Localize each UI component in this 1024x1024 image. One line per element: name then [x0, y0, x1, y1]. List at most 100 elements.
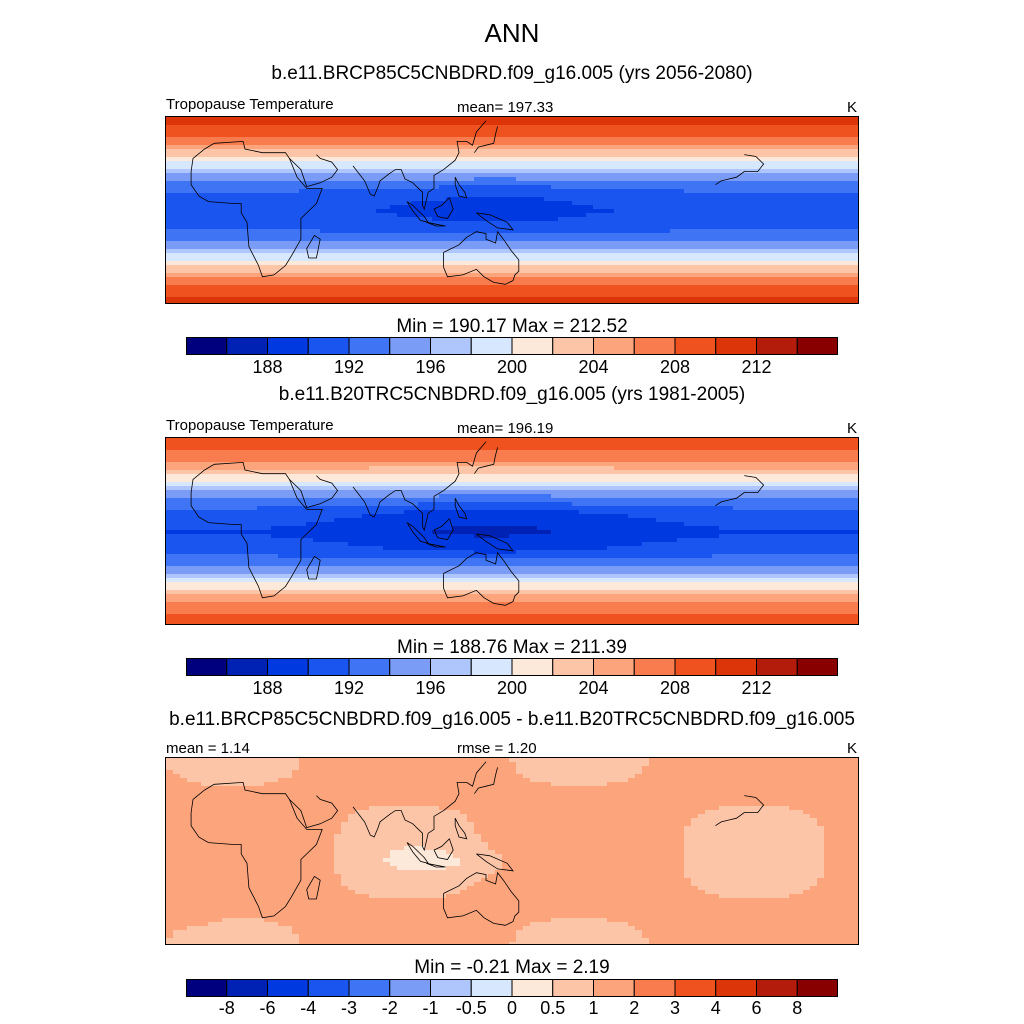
field-cell: [677, 205, 685, 210]
field-cell: [390, 233, 398, 238]
field-cell: [537, 438, 545, 443]
field-cell: [656, 165, 664, 170]
field-cell: [642, 121, 650, 126]
field-cell: [740, 301, 748, 303]
field-cell: [642, 301, 650, 303]
field-cell: [712, 241, 720, 246]
field-cell: [712, 181, 720, 186]
field-cell: [586, 265, 594, 270]
field-cell: [775, 133, 783, 138]
field-cell: [341, 221, 349, 226]
field-cell: [572, 141, 580, 146]
field-cell: [453, 205, 461, 210]
field-cell: [187, 145, 195, 150]
field-cell: [418, 297, 426, 302]
field-cell: [411, 245, 419, 250]
field-cell: [628, 229, 636, 234]
field-cell: [250, 141, 258, 146]
field-cell: [621, 145, 629, 150]
field-cell: [712, 177, 720, 182]
field-cell: [537, 121, 545, 126]
field-cell: [600, 237, 608, 242]
field-cell: [544, 442, 552, 447]
field-cell: [341, 237, 349, 242]
field-cell: [341, 213, 349, 218]
field-cell: [166, 209, 174, 214]
field-cell: [229, 137, 237, 142]
field-cell: [355, 253, 363, 258]
field-cell: [558, 141, 566, 146]
field-cell: [761, 301, 769, 303]
field-cell: [208, 261, 216, 266]
field-cell: [747, 289, 755, 294]
field-cell: [355, 153, 363, 158]
field-cell: [600, 149, 608, 154]
field-cell: [390, 241, 398, 246]
field-cell: [754, 442, 762, 447]
field-cell: [222, 438, 230, 443]
field-cell: [306, 237, 314, 242]
field-cell: [376, 301, 384, 303]
field-cell: [565, 117, 573, 122]
field-cell: [754, 133, 762, 138]
field-cell: [789, 209, 797, 214]
field-cell: [439, 273, 447, 278]
field-cell: [194, 249, 202, 254]
field-cell: [250, 137, 258, 142]
field-cell: [208, 153, 216, 158]
field-cell: [166, 273, 174, 278]
field-cell: [635, 265, 643, 270]
field-cell: [194, 221, 202, 226]
field-cell: [740, 225, 748, 230]
field-cell: [495, 205, 503, 210]
field-cell: [320, 253, 328, 258]
field-cell: [621, 137, 629, 142]
field-cell: [572, 181, 580, 186]
field-cell: [243, 438, 251, 443]
field-cell: [768, 141, 776, 146]
field-cell: [852, 141, 858, 146]
field-cell: [698, 161, 706, 166]
field-cell: [831, 221, 839, 226]
field-cell: [474, 249, 482, 254]
field-cell: [222, 257, 230, 262]
field-cell: [761, 293, 769, 298]
field-cell: [180, 438, 188, 443]
field-cell: [530, 217, 538, 222]
field-cell: [166, 181, 174, 186]
field-cell: [852, 205, 858, 210]
field-cell: [334, 201, 342, 206]
field-cell: [649, 149, 657, 154]
field-cell: [229, 189, 237, 194]
field-cell: [341, 129, 349, 134]
field-cell: [523, 185, 531, 190]
field-cell: [810, 197, 818, 202]
field-cell: [355, 197, 363, 202]
field-cell: [614, 169, 622, 174]
field-cell: [852, 277, 858, 282]
field-cell: [229, 253, 237, 258]
field-cell: [404, 133, 412, 138]
colorbar-tick-label: 204: [578, 357, 609, 377]
field-cell: [187, 201, 195, 206]
field-cell: [376, 217, 384, 222]
field-cell: [432, 237, 440, 242]
field-cell: [803, 301, 811, 303]
field-cell: [733, 273, 741, 278]
field-cell: [684, 209, 692, 214]
field-cell: [614, 289, 622, 294]
field-cell: [222, 193, 230, 198]
field-cell: [733, 281, 741, 286]
field-cell: [600, 189, 608, 194]
field-cell: [215, 185, 223, 190]
field-cell: [684, 173, 692, 178]
field-cell: [586, 149, 594, 154]
field-cell: [740, 149, 748, 154]
field-cell: [327, 233, 335, 238]
field-cell: [579, 133, 587, 138]
field-cell: [649, 285, 657, 290]
field-cell: [390, 265, 398, 270]
field-cell: [747, 442, 755, 447]
field-cell: [705, 117, 713, 122]
field-cell: [719, 229, 727, 234]
